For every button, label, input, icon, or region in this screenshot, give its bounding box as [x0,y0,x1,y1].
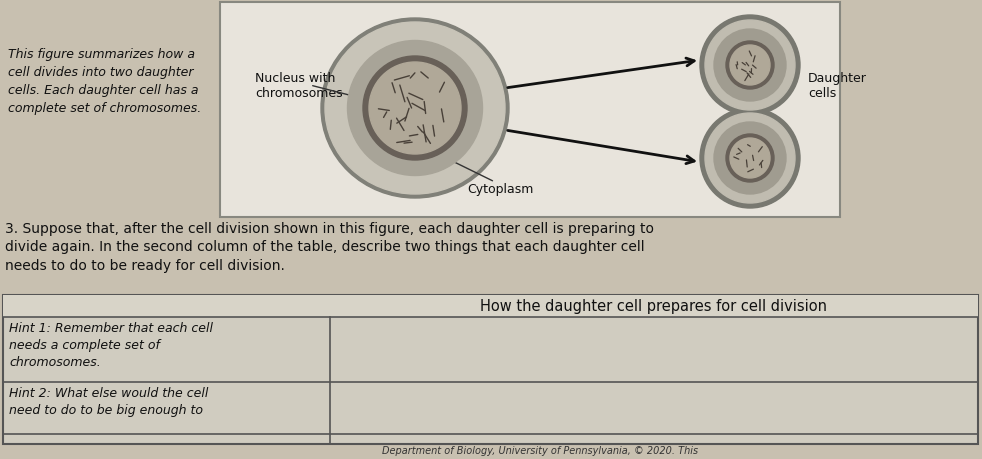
Text: Nucleus with
chromosomes: Nucleus with chromosomes [255,72,343,100]
FancyBboxPatch shape [220,2,840,217]
FancyBboxPatch shape [3,295,978,317]
Text: How the daughter cell prepares for cell division: How the daughter cell prepares for cell … [480,298,828,313]
Ellipse shape [325,22,505,194]
Circle shape [730,138,770,178]
Circle shape [726,134,774,182]
Circle shape [730,45,770,85]
Text: Department of Biology, University of Pennsylvania, © 2020. This: Department of Biology, University of Pen… [382,446,698,456]
Text: Hint 1: Remember that each cell
needs a complete set of
chromosomes.: Hint 1: Remember that each cell needs a … [9,322,213,369]
Circle shape [714,122,786,194]
Circle shape [363,56,467,160]
Circle shape [714,29,786,101]
Circle shape [705,113,795,203]
Text: Daughter
cells: Daughter cells [808,72,867,100]
Circle shape [705,20,795,110]
Text: 3. Suppose that, after the cell division shown in this figure, each daughter cel: 3. Suppose that, after the cell division… [5,222,654,273]
Circle shape [700,15,800,115]
Text: Cytoplasm: Cytoplasm [466,183,533,196]
Circle shape [369,62,461,154]
FancyBboxPatch shape [3,295,978,444]
Text: This figure summarizes how a
cell divides into two daughter
cells. Each daughter: This figure summarizes how a cell divide… [8,48,201,115]
Circle shape [726,41,774,89]
Ellipse shape [348,40,482,175]
Text: Hint 2: What else would the cell
need to do to be big enough to: Hint 2: What else would the cell need to… [9,387,208,417]
Circle shape [700,108,800,208]
Ellipse shape [321,18,509,198]
